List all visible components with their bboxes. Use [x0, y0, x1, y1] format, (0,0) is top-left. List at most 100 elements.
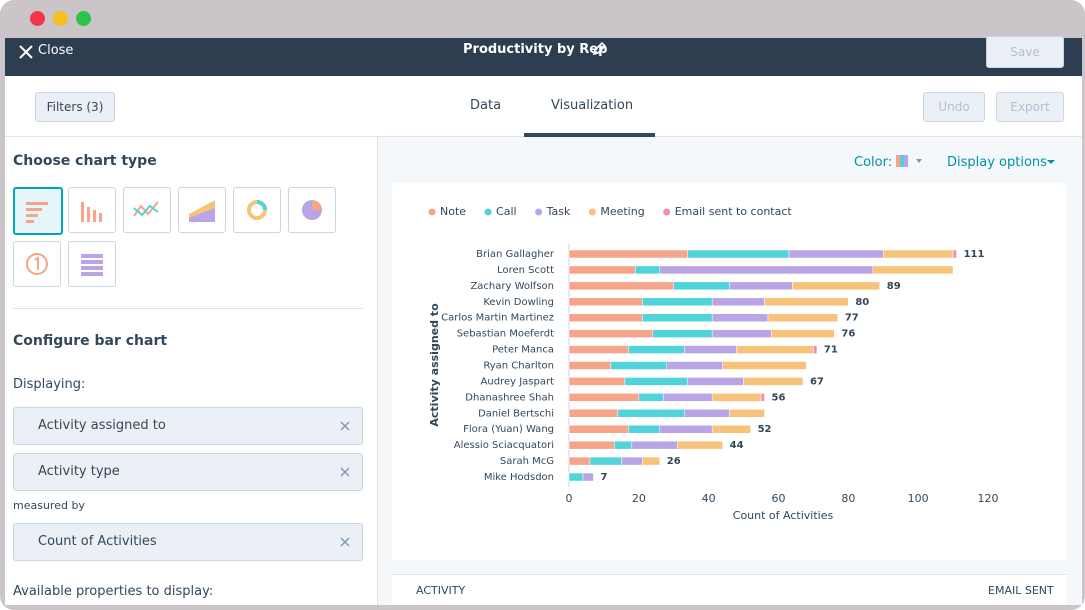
y-tick-label: Peter Manca	[492, 345, 554, 356]
report-title: Productivity by Rep	[463, 42, 608, 57]
window-close-dot[interactable]	[30, 11, 45, 26]
main-panel: Color: Display options Activity assigned…	[378, 137, 1082, 605]
x-tick-label: 20	[632, 492, 646, 505]
field-pill[interactable]: Activity assigned to	[13, 407, 363, 445]
x-tick-label: 100	[908, 492, 929, 505]
chart-type-option[interactable]	[68, 187, 116, 233]
y-tick-label: Dhanashree Shah	[465, 392, 554, 403]
window-max-dot[interactable]	[76, 11, 91, 26]
x-tick-label: 40	[702, 492, 716, 505]
bar-segment	[711, 329, 772, 338]
field-name: Activity type	[38, 464, 120, 479]
bar-segment	[642, 456, 661, 466]
color-picker[interactable]: Color:	[854, 155, 893, 170]
bar-segment	[883, 249, 954, 259]
total-label: 56	[772, 392, 786, 403]
bar-segment	[589, 456, 622, 466]
top-bar: Close Productivity by Rep Save	[5, 36, 1082, 76]
y-tick-label: Flora (Yuan) Wang	[463, 424, 554, 435]
chart-type-option[interactable]	[233, 187, 281, 233]
bar-segment	[743, 377, 804, 386]
tab-indicator	[524, 133, 655, 137]
bar-segment	[642, 297, 713, 307]
bar-segment	[617, 409, 685, 418]
total-label: 80	[855, 297, 869, 308]
bar-segment	[642, 313, 713, 322]
field-pill[interactable]: Activity type	[13, 453, 363, 491]
tab[interactable]: Data	[470, 98, 502, 113]
bar-segment	[568, 456, 591, 466]
bar-segment	[628, 424, 661, 434]
total-label: 26	[667, 456, 681, 467]
export-button[interactable]: Export	[996, 92, 1064, 122]
bar-segment	[568, 361, 612, 370]
bar-segment	[568, 345, 629, 354]
remove-icon[interactable]	[340, 421, 350, 431]
legend-label: Note	[440, 205, 466, 218]
bar-segment	[659, 265, 874, 275]
total-label: 67	[810, 376, 824, 387]
bar-segment	[813, 345, 818, 354]
window-min-dot[interactable]	[53, 11, 68, 26]
bar-segment	[568, 249, 688, 259]
field-label: measured by	[13, 499, 85, 512]
divider	[13, 308, 363, 309]
bar-segment	[771, 329, 835, 338]
bar-segment	[582, 472, 594, 482]
bar-segment	[652, 329, 713, 338]
chart-type-option[interactable]	[13, 187, 63, 235]
remove-icon[interactable]	[340, 537, 350, 547]
chart-type-option[interactable]	[13, 241, 61, 287]
chart-type-option[interactable]	[68, 241, 116, 287]
legend-swatch	[428, 208, 436, 216]
legend-swatch	[663, 208, 671, 216]
bar-segment	[788, 249, 884, 259]
close-button[interactable]: Close	[38, 43, 74, 58]
bar-segment	[635, 265, 661, 275]
remove-icon[interactable]	[340, 467, 350, 477]
bar-segment	[729, 281, 793, 291]
column-header[interactable]: ACTIVITY	[416, 584, 466, 597]
bar-segment	[683, 345, 737, 354]
bar-segment	[760, 393, 765, 402]
y-tick-label: Mike Hodsdon	[484, 472, 554, 483]
y-tick-label: Alessio Sciacquatori	[454, 440, 554, 451]
bar-segment	[624, 377, 688, 386]
bar-segment	[568, 297, 643, 307]
section-title: Choose chart type	[13, 153, 157, 169]
x-tick-label: 0	[566, 492, 573, 505]
bar-segment	[687, 249, 790, 259]
x-tick-label: 80	[841, 492, 855, 505]
undo-button[interactable]: Undo	[923, 92, 985, 122]
toolbar: Filters (3) Data Visualization Undo Expo…	[5, 76, 1082, 137]
bar-segment	[687, 377, 744, 386]
save-button[interactable]: Save	[986, 36, 1064, 68]
chart-type-option[interactable]	[123, 187, 171, 233]
filters-button[interactable]: Filters (3)	[35, 92, 115, 122]
total-label: 111	[964, 249, 985, 260]
bar-segment	[792, 281, 881, 291]
bar-segment	[711, 393, 762, 402]
bar-segment	[711, 424, 751, 434]
bar-segment	[568, 377, 626, 386]
chart-type-option[interactable]	[288, 187, 336, 233]
edit-icon[interactable]	[591, 41, 607, 57]
bar-segment	[568, 281, 674, 291]
chart-type-option[interactable]	[178, 187, 226, 233]
column-header[interactable]: EMAIL SENT	[988, 584, 1054, 597]
section-title: Configure bar chart	[13, 333, 168, 349]
y-tick-label: Brian Gallagher	[476, 249, 555, 260]
bar-segment	[610, 361, 668, 370]
close-icon[interactable]	[17, 43, 35, 61]
legend-swatch	[535, 208, 543, 216]
x-tick-label: 60	[772, 492, 786, 505]
field-pill[interactable]: Count of Activities	[13, 523, 363, 561]
bar-segment	[711, 313, 769, 322]
y-tick-label: Zachary Wolfson	[470, 281, 554, 292]
tab-active[interactable]: Visualization	[551, 98, 634, 113]
legend-swatch	[484, 208, 492, 216]
color-swatch[interactable]	[896, 153, 926, 169]
x-tick-label: 120	[978, 492, 999, 505]
display-options[interactable]: Display options	[947, 155, 1047, 170]
